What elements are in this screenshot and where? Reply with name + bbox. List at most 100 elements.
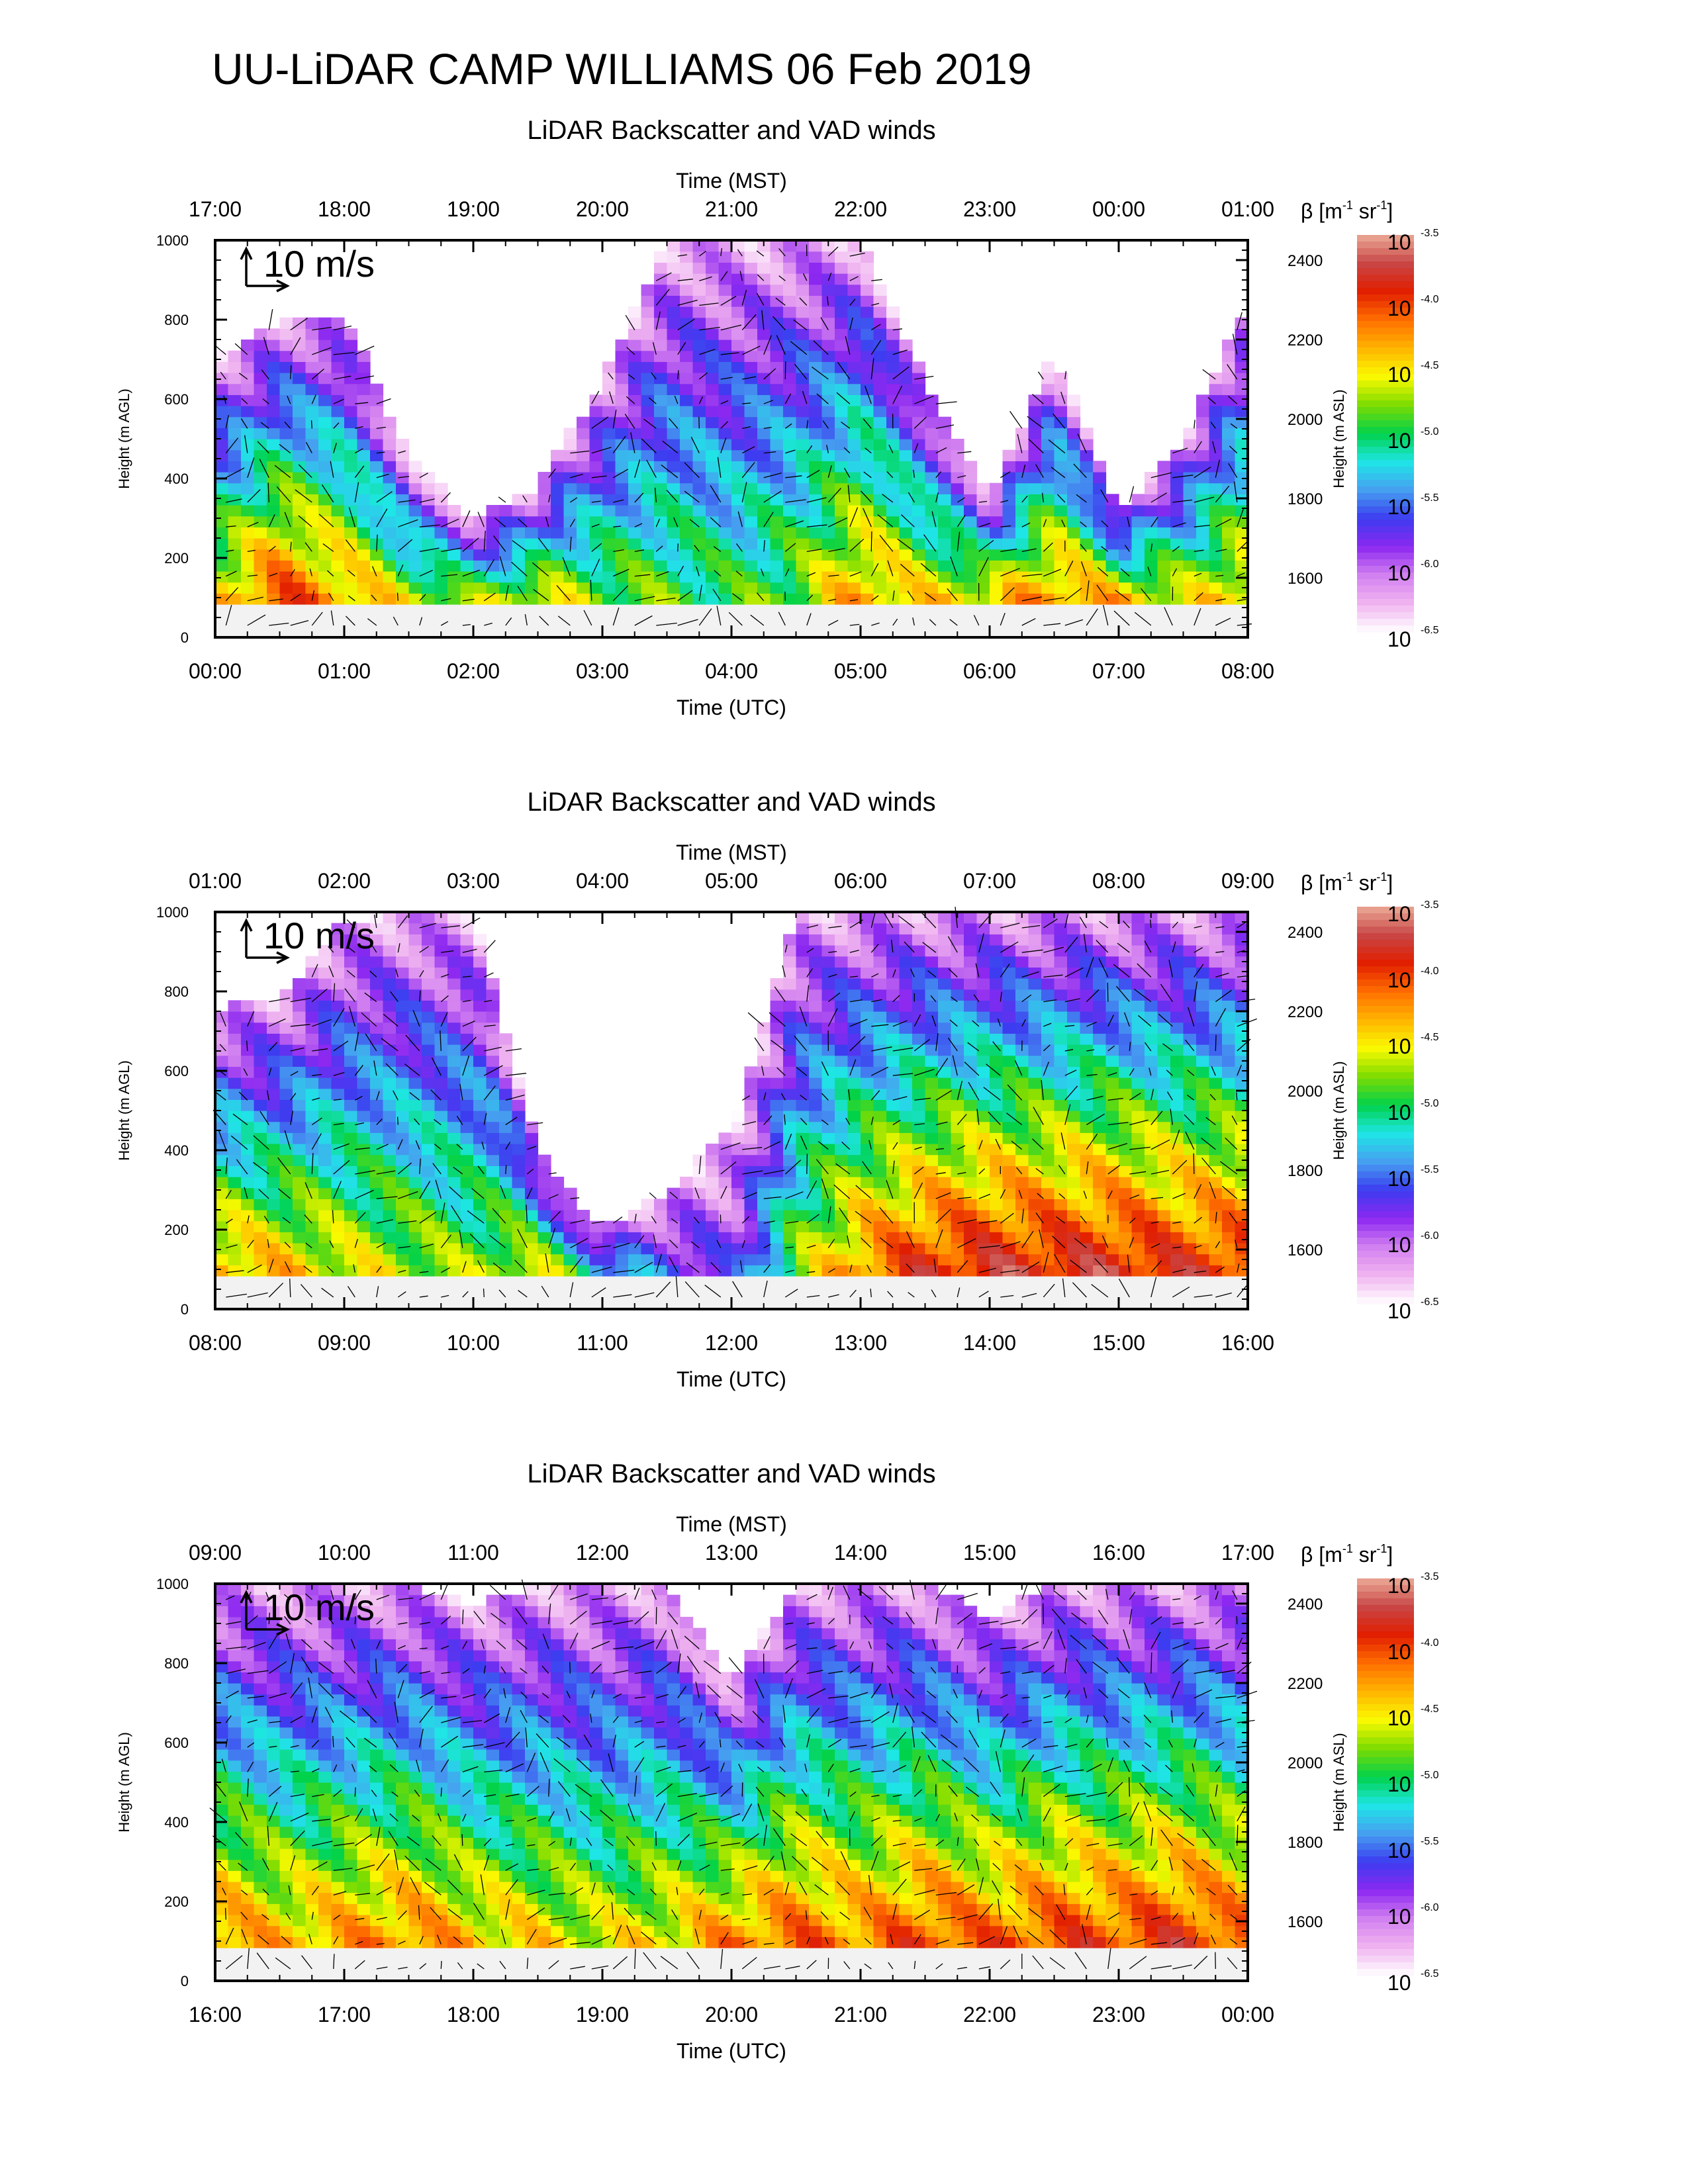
backscatter-cell	[370, 406, 384, 418]
backscatter-cell	[847, 273, 861, 285]
backscatter-cell	[1015, 945, 1029, 957]
wind-vector	[1172, 499, 1193, 503]
wind-vector	[931, 511, 937, 527]
backscatter-cell	[912, 472, 926, 484]
backscatter-cell	[1015, 1022, 1029, 1034]
backscatter-cell	[744, 615, 758, 627]
backscatter-cell	[731, 494, 745, 506]
backscatter-cell	[667, 394, 680, 406]
wind-vector	[376, 491, 393, 503]
backscatter-cell	[1105, 978, 1119, 990]
backscatter-cell	[938, 582, 952, 594]
colorbar-swatch	[1357, 420, 1414, 428]
backscatter-cell	[809, 989, 823, 1001]
backscatter-cell	[783, 1066, 797, 1078]
backscatter-cell	[344, 449, 358, 461]
backscatter-cell	[925, 1099, 939, 1111]
backscatter-cell	[667, 1298, 680, 1310]
backscatter-cell	[1222, 593, 1236, 605]
backscatter-cell	[744, 416, 758, 428]
wind-vector	[763, 426, 772, 430]
backscatter-cell	[873, 1022, 887, 1034]
backscatter-cell	[1131, 1243, 1145, 1255]
backscatter-cell	[938, 1243, 952, 1255]
wind-vector	[290, 569, 295, 576]
backscatter-cell	[499, 1187, 513, 1199]
backscatter-cell	[757, 1287, 771, 1298]
backscatter-cell	[744, 1099, 758, 1111]
backscatter-cell	[344, 406, 358, 418]
backscatter-cell	[267, 394, 281, 406]
wind-vector	[806, 497, 827, 503]
backscatter-cell	[1157, 989, 1171, 1001]
backscatter-cell	[460, 978, 474, 990]
backscatter-cell	[512, 505, 526, 517]
backscatter-cell	[1041, 582, 1055, 594]
backscatter-cell	[293, 340, 306, 351]
backscatter-cell	[847, 262, 861, 274]
backscatter-cell	[809, 482, 823, 494]
backscatter-cell	[706, 284, 720, 296]
backscatter-cell	[1145, 989, 1158, 1001]
backscatter-cell	[990, 1165, 1004, 1177]
backscatter-cell	[1145, 1132, 1158, 1144]
backscatter-cell	[667, 482, 680, 494]
backscatter-cell	[344, 1121, 358, 1133]
backscatter-cell	[370, 1165, 384, 1177]
backscatter-cell	[1170, 1298, 1184, 1310]
backscatter-cell	[305, 1033, 319, 1045]
backscatter-cell	[383, 945, 397, 957]
backscatter-cell	[925, 593, 939, 605]
backscatter-cell	[1105, 560, 1119, 572]
backscatter-cell	[408, 1177, 422, 1189]
backscatter-cell	[1157, 923, 1171, 934]
wind-vector	[247, 522, 259, 527]
backscatter-cell	[731, 262, 745, 274]
backscatter-cell	[615, 361, 629, 373]
backscatter-cell	[809, 1000, 823, 1012]
backscatter-cell	[447, 945, 461, 957]
backscatter-cell	[912, 978, 926, 990]
backscatter-cell	[331, 1000, 345, 1012]
backscatter-cell	[938, 1276, 952, 1288]
backscatter-cell	[847, 1066, 861, 1078]
backscatter-cell	[912, 1220, 926, 1232]
backscatter-cell	[964, 1298, 978, 1310]
backscatter-cell	[964, 1276, 978, 1288]
backscatter-cell	[602, 1253, 616, 1265]
backscatter-cell	[744, 1199, 758, 1210]
backscatter-cell	[628, 516, 642, 527]
backscatter-cell	[718, 1210, 732, 1222]
backscatter-cell	[912, 439, 926, 451]
backscatter-cell	[628, 394, 642, 406]
wind-vector	[763, 540, 765, 552]
backscatter-cell	[215, 527, 229, 539]
backscatter-cell	[512, 1276, 526, 1288]
backscatter-cell	[370, 516, 384, 527]
backscatter-cell	[1235, 449, 1248, 461]
backscatter-cell	[1196, 989, 1210, 1001]
backscatter-cell	[1131, 604, 1145, 616]
backscatter-cell	[1028, 1121, 1042, 1133]
backscatter-cell	[821, 978, 835, 990]
backscatter-cell	[408, 912, 422, 924]
backscatter-cell	[770, 1177, 784, 1189]
backscatter-cell	[692, 1187, 706, 1199]
backscatter-cell	[447, 604, 461, 616]
backscatter-cell	[706, 340, 720, 351]
backscatter-cell	[1235, 428, 1248, 439]
backscatter-cell	[1093, 978, 1107, 990]
backscatter-cell	[731, 549, 745, 561]
backscatter-cell	[925, 1088, 939, 1100]
backscatter-cell	[512, 1253, 526, 1265]
backscatter-cell	[1170, 560, 1184, 572]
backscatter-cell	[912, 1044, 926, 1056]
backscatter-cell	[990, 1220, 1004, 1232]
backscatter-cell	[1054, 956, 1068, 968]
backscatter-cell	[964, 549, 978, 561]
colorbar-swatch	[1357, 321, 1414, 328]
backscatter-cell	[1222, 582, 1236, 594]
backscatter-cell	[964, 582, 978, 594]
backscatter-cell	[886, 934, 900, 946]
backscatter-cell	[318, 328, 332, 340]
